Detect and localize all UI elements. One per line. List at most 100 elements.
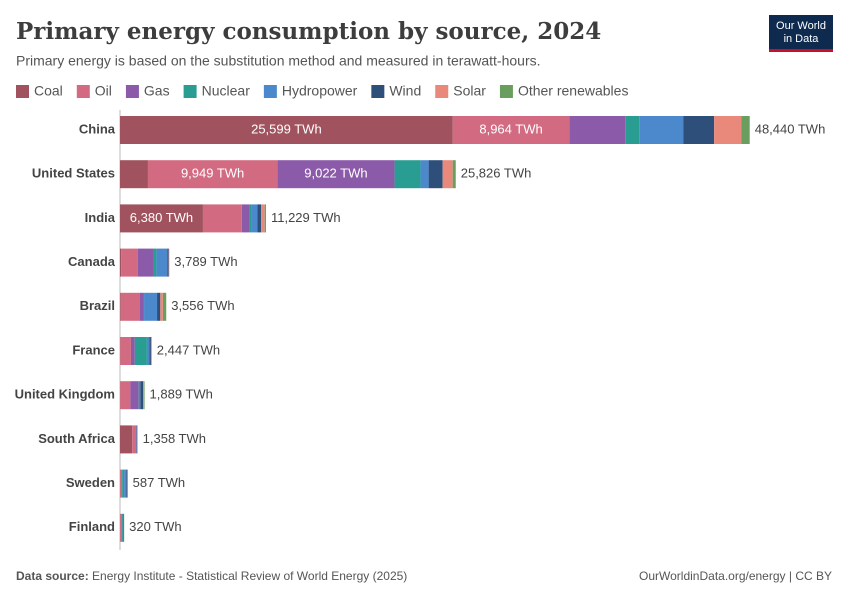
bar-segment [395,160,421,188]
bar-segment [203,204,242,232]
value-label: 8,964 TWh [479,121,542,136]
bar-segment [154,249,157,277]
y-tick-label: Brazil [80,298,115,313]
bar-segment [131,337,135,365]
bar-segment [714,116,741,144]
total-label: 587 TWh [133,475,186,490]
value-label: 9,022 TWh [304,166,367,181]
legend-swatch [184,85,197,98]
source: Energy Institute - Statistical Review of… [92,569,407,583]
bar-segment [443,160,453,188]
legend-swatch [435,85,448,98]
legend-label: Wind [389,83,421,99]
bar-segment [136,425,137,453]
bar-segment [135,337,147,365]
legend-swatch [16,85,29,98]
bar-segment [120,160,148,188]
y-tick-label: Finland [69,519,115,534]
value-label: 6,380 TWh [130,210,193,225]
total-label: 48,440 TWh [755,121,826,136]
legend-label: Hydropower [282,83,358,99]
bar-segment [124,470,126,498]
bar-segment [429,160,443,188]
total-label: 1,889 TWh [150,387,213,402]
legend-label: Gas [144,83,170,99]
bar-segment [139,381,140,409]
bar-segment [120,470,122,498]
total-label: 320 TWh [129,519,182,534]
legend-label: Nuclear [202,83,251,99]
bar-segment [261,204,265,232]
bar-segment [120,293,121,321]
bar-segment [741,116,750,144]
total-label: 11,229 TWh [271,210,341,225]
legend-label: Coal [34,83,63,99]
bar-segment [257,204,261,232]
legend-swatch [126,85,139,98]
bar-segment [120,514,121,542]
bar-segment [163,293,166,321]
bar-segment [144,293,145,321]
bar-segment [569,116,625,144]
bar-segment [625,116,639,144]
bar-segment [242,204,250,232]
bar-segment [132,425,136,453]
y-tick-label: France [72,342,115,357]
legend-label: Other renewables [518,83,629,99]
logo: Our World in Data [769,15,833,52]
logo-text: in Data [784,33,820,45]
chart-title: Primary energy consumption by source, 20… [16,18,601,45]
bar-segment [130,381,138,409]
bar-segment [156,249,167,277]
y-tick-label: United States [32,166,115,181]
value-label: 9,949 TWh [181,166,244,181]
logo-stripe [769,49,833,52]
bar-segment [250,204,252,232]
total-label: 25,826 TWh [461,166,532,181]
bar-segment [122,470,124,498]
bar-segment [121,249,138,277]
legend-swatch [500,85,513,98]
bar-segment [160,293,163,321]
bar-segment [167,249,168,277]
logo-text: Our World [776,20,826,32]
footer-credit: OurWorldinData.org/energy | CC BY [639,569,832,583]
bar-segment [120,381,130,409]
bar-segment [147,337,149,365]
bar-segment [140,381,143,409]
y-tick-label: United Kingdom [15,387,115,402]
footer-source: Data source: Energy Institute - Statisti… [16,569,407,583]
value-label: 25,599 TWh [251,121,322,136]
bar-segment [120,337,131,365]
bar-segment [120,425,132,453]
bar-segment [149,337,151,365]
bar-segment [265,204,266,232]
legend-label: Solar [453,83,486,99]
bar-segment [123,514,124,542]
bar-segment [157,293,160,321]
bar-segment [144,293,157,321]
bar-segment [121,514,122,542]
bar-segment [121,293,140,321]
y-tick-label: India [85,210,116,225]
legend-swatch [264,85,277,98]
bar-segment [138,249,154,277]
bar-segment [453,160,456,188]
bar-segment [140,293,144,321]
bar-segment [151,337,152,365]
total-label: 3,556 TWh [171,298,234,313]
total-label: 2,447 TWh [157,342,220,357]
legend-swatch [77,85,90,98]
bar-segment [639,116,683,144]
y-tick-label: Canada [68,254,116,269]
bar-segment [144,381,145,409]
bar-segment [120,249,121,277]
y-tick-label: South Africa [38,431,116,446]
total-label: 3,789 TWh [174,254,237,269]
bar-segment [252,204,258,232]
subtitle: Primary energy is based on the substitut… [16,53,541,69]
bar-segment [126,470,127,498]
legend-swatch [371,85,384,98]
source-label: Data source: [16,569,89,583]
